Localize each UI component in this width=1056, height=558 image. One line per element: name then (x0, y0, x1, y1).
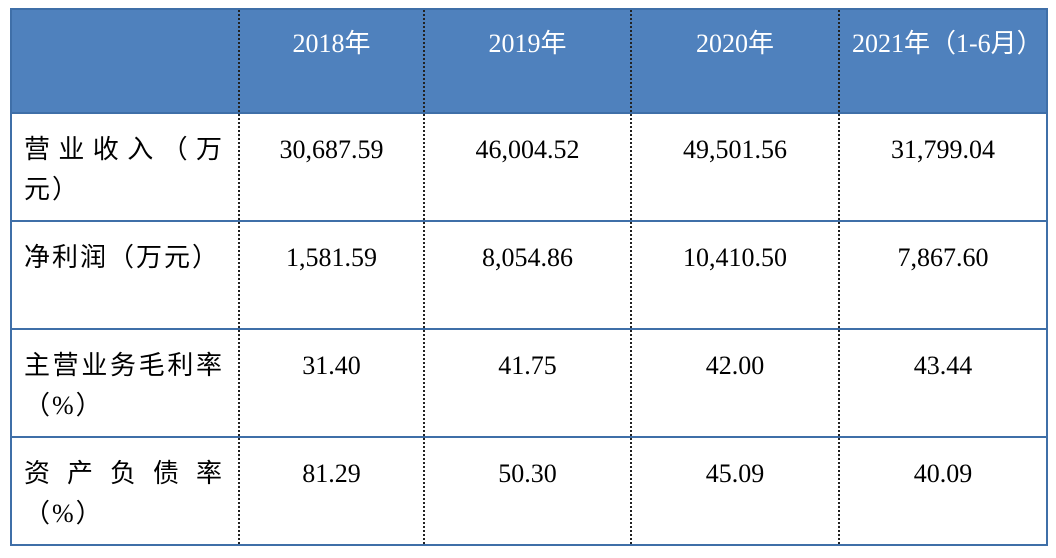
value-cell: 1,581.59 (238, 220, 424, 329)
value-cell: 7,867.60 (838, 220, 1047, 329)
header-cell: 2018年 (238, 9, 424, 113)
value-cell: 49,501.56 (630, 112, 839, 221)
value-cell: 46,004.52 (423, 112, 631, 221)
value-cell: 8,054.86 (423, 220, 631, 329)
header-row: 2018年 2019年 2020年 2021年（1-6月） (11, 9, 1047, 113)
row-label: 净利润（万元） (11, 220, 239, 329)
value-cell: 10,410.50 (630, 220, 839, 329)
table-body: 营业收入（万元） 30,687.59 46,004.52 49,501.56 31,79… (11, 112, 1047, 545)
value-cell: 31.40 (238, 328, 424, 437)
value-cell: 42.00 (630, 328, 839, 437)
value-cell: 31,799.04 (838, 112, 1047, 221)
row-label: 资产负债率（%） (11, 436, 239, 545)
value-cell: 40.09 (838, 436, 1047, 545)
table-row: 资产负债率（%） 81.29 50.30 45.09 40.09 (11, 436, 1047, 545)
row-label: 主营业务毛利率（%） (11, 328, 239, 437)
value-cell: 43.44 (838, 328, 1047, 437)
table-row: 营业收入（万元） 30,687.59 46,004.52 49,501.56 31,79… (11, 112, 1047, 221)
value-cell: 50.30 (423, 436, 631, 545)
data-table: 2018年 2019年 2020年 2021年（1-6月） 营业收入（万元） 30,68… (10, 8, 1048, 546)
header-corner (11, 9, 239, 113)
header-cell: 2019年 (423, 9, 631, 113)
table-row: 主营业务毛利率（%） 31.40 41.75 42.00 43.44 (11, 328, 1047, 437)
header-cell: 2020年 (630, 9, 839, 113)
header-cell: 2021年（1-6月） (838, 9, 1047, 113)
value-cell: 81.29 (238, 436, 424, 545)
value-cell: 45.09 (630, 436, 839, 545)
value-cell: 41.75 (423, 328, 631, 437)
table-row: 净利润（万元） 1,581.59 8,054.86 10,410.50 7,867.60 (11, 220, 1047, 329)
row-label: 营业收入（万元） (11, 112, 239, 221)
value-cell: 30,687.59 (238, 112, 424, 221)
